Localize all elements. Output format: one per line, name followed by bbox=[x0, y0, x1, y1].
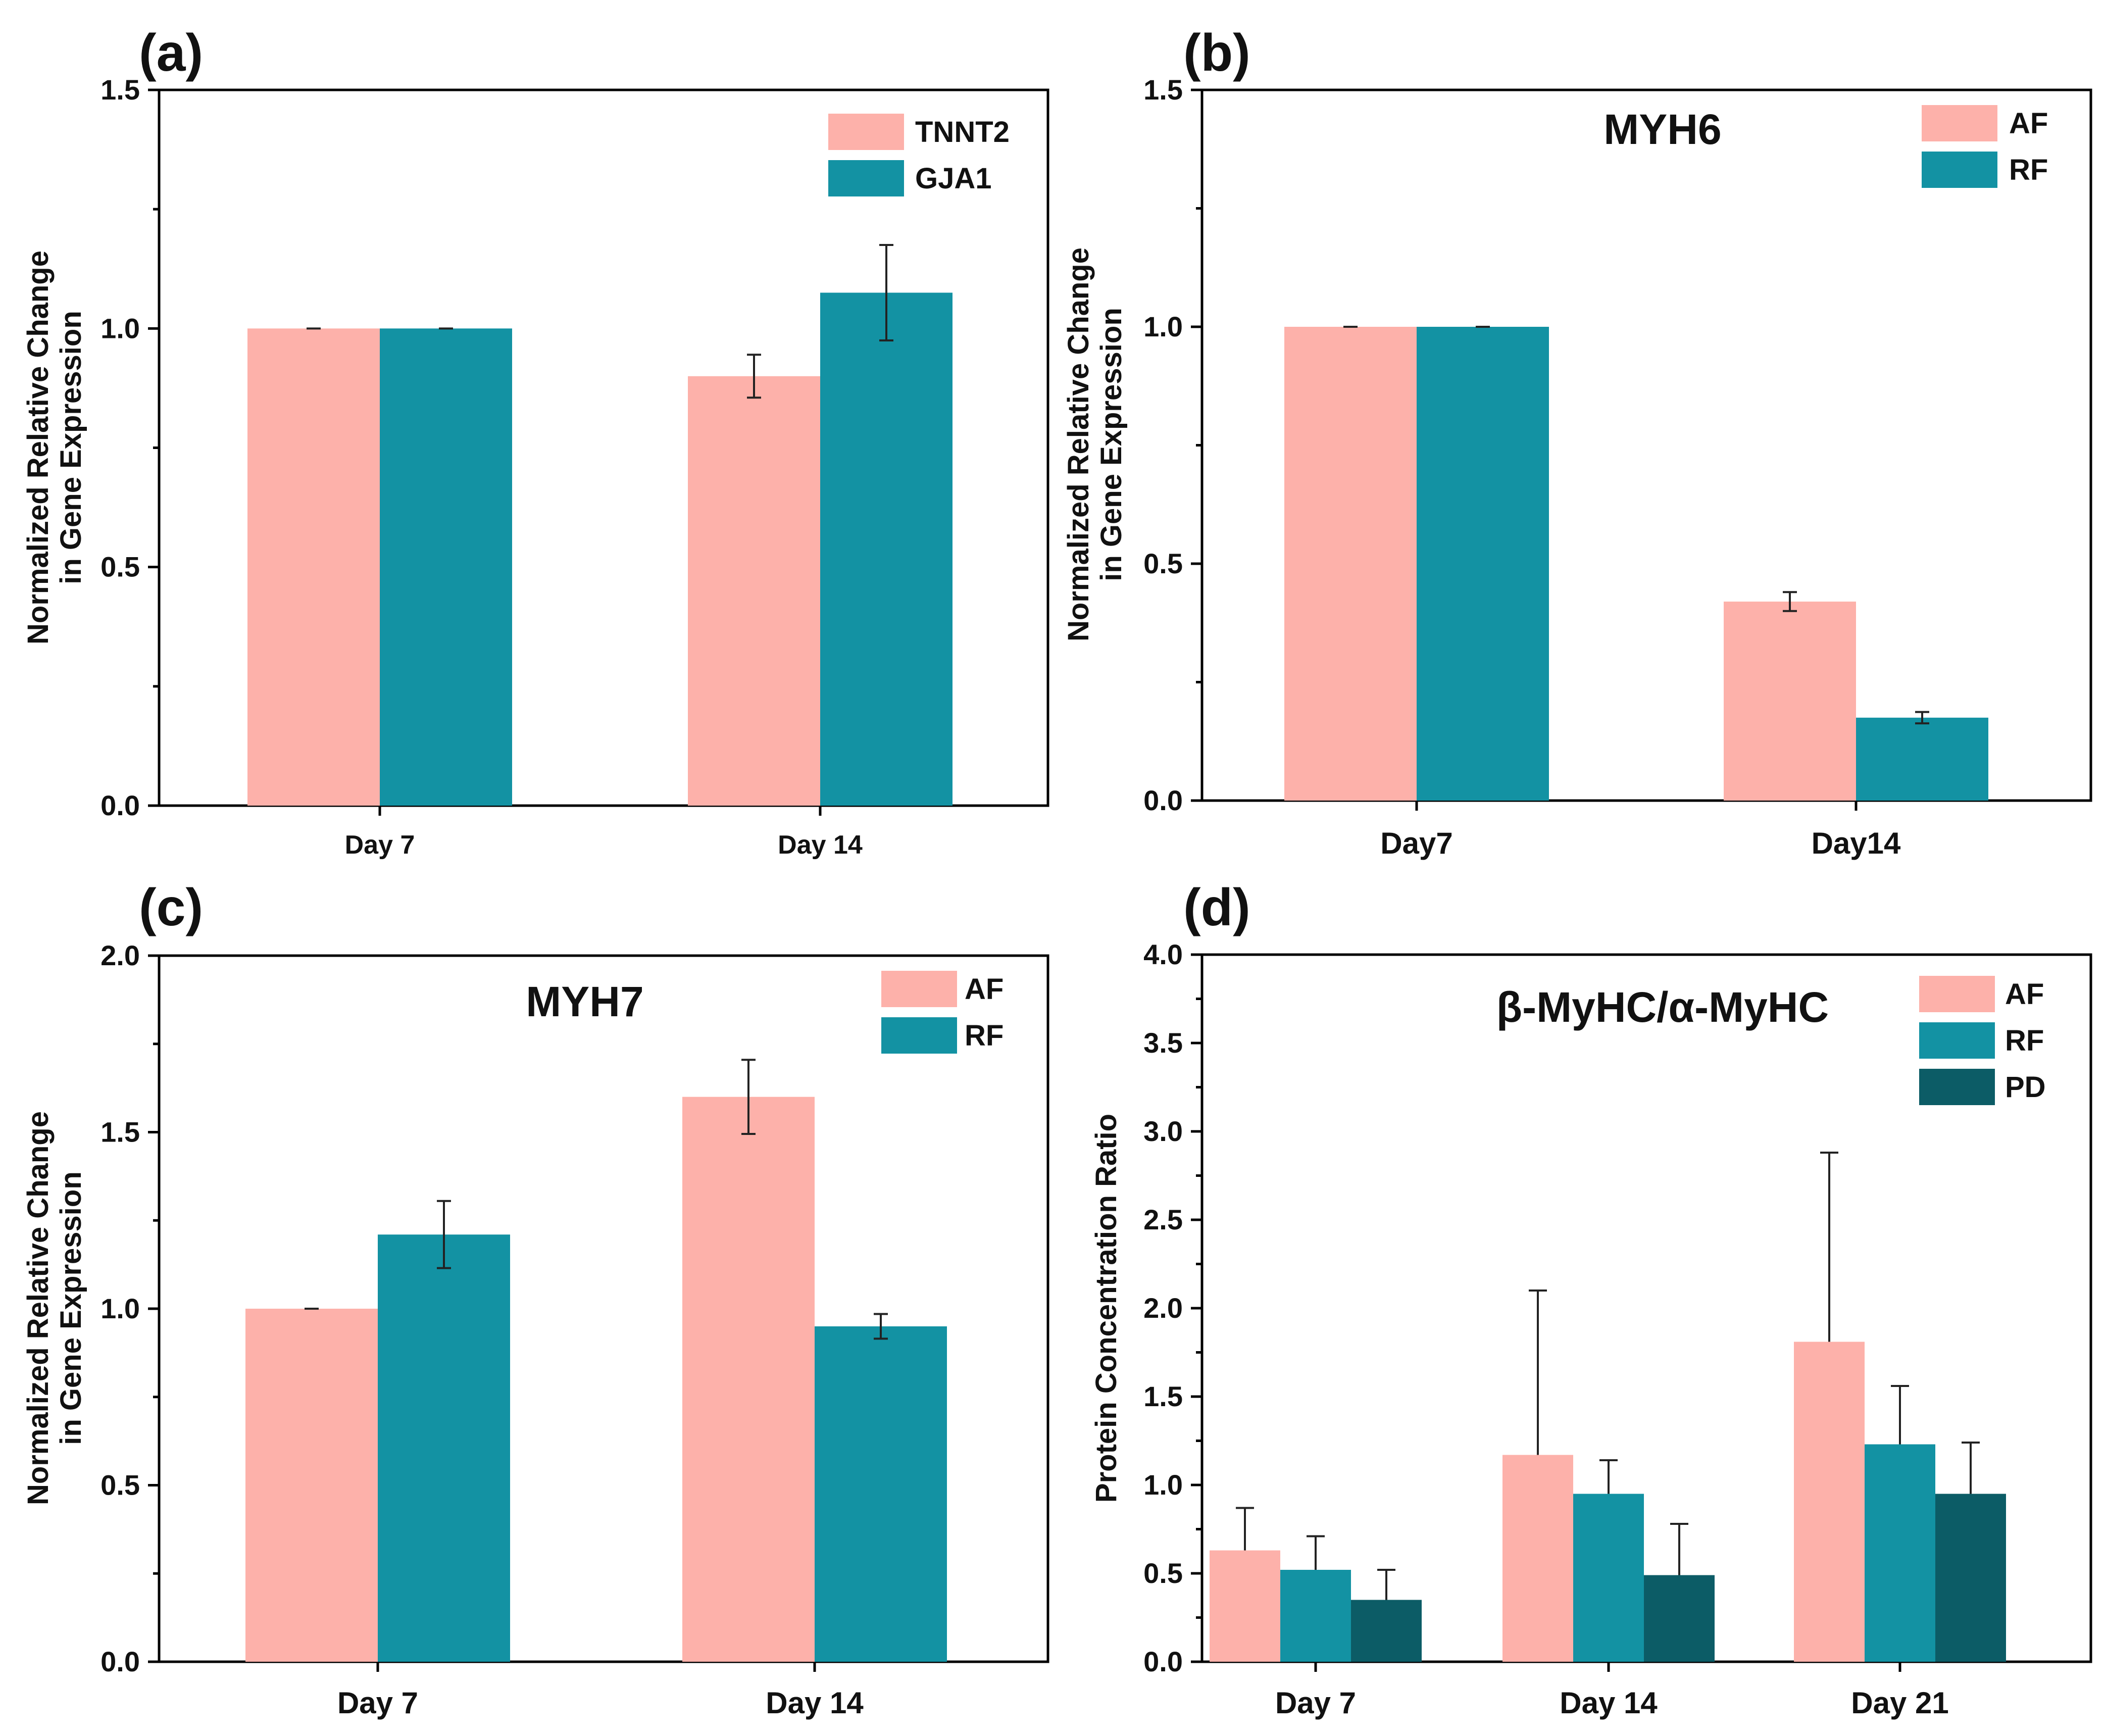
y-tick-label: 0.0 bbox=[101, 789, 140, 821]
y-tick-label: 1.5 bbox=[1143, 1380, 1183, 1412]
legend-label: PD bbox=[2005, 1071, 2046, 1104]
y-axis-label: in Gene Expression bbox=[55, 1171, 87, 1445]
y-tick-label: 2.0 bbox=[1143, 1292, 1183, 1324]
bar-RF bbox=[1417, 327, 1549, 801]
y-tick-label: 2.0 bbox=[101, 939, 140, 971]
legend-label: AF bbox=[2009, 107, 2048, 140]
bar-RF bbox=[1856, 717, 1988, 801]
panel-c: 0.0 0.5 1.0 1.5 2.0 Normalized Relative Chang… bbox=[22, 878, 1049, 1720]
y-tick-label: 0.5 bbox=[101, 551, 140, 583]
bar-GJA1 bbox=[380, 328, 512, 806]
panel-a: 0.0 0.5 1.0 1.5 Normalized Relative Change in… bbox=[22, 24, 1049, 860]
y-axis-label: in Gene Expression bbox=[1095, 308, 1128, 581]
y-tick-label: 4.0 bbox=[1143, 938, 1183, 970]
bar-AF bbox=[682, 1097, 815, 1662]
bar-AF bbox=[1724, 602, 1856, 801]
y-axis-label: Protein Concentration Ratio bbox=[1090, 1114, 1123, 1503]
y-axis-label: in Gene Expression bbox=[55, 311, 87, 584]
panel-letter: (d) bbox=[1183, 878, 1250, 937]
y-tick-label: 0.5 bbox=[1143, 1557, 1183, 1589]
y-axis-label: Normalized Relative Change bbox=[22, 251, 55, 644]
x-tick-label: Day 14 bbox=[1560, 1686, 1658, 1720]
legend-label: RF bbox=[2009, 154, 2048, 186]
x-tick-label: Day 7 bbox=[345, 830, 415, 860]
bar-RF bbox=[815, 1326, 947, 1662]
legend-label: RF bbox=[965, 1019, 1004, 1052]
bar-AF bbox=[245, 1309, 378, 1662]
bar-RF bbox=[378, 1234, 510, 1662]
y-tick-label: 2.5 bbox=[1143, 1204, 1183, 1235]
legend-swatch-AF bbox=[1919, 976, 1995, 1012]
legend-swatch-AF bbox=[1922, 105, 1997, 141]
x-tick-label: Day7 bbox=[1380, 826, 1452, 860]
y-tick-label: 1.5 bbox=[1143, 74, 1183, 106]
y-tick-label: 1.5 bbox=[101, 74, 140, 106]
y-tick-label: 1.0 bbox=[101, 1293, 140, 1324]
y-tick-label: 1.5 bbox=[101, 1116, 140, 1148]
bar-AF bbox=[1210, 1550, 1280, 1662]
bar-TNNT2 bbox=[247, 328, 380, 806]
legend-swatch-RF bbox=[1922, 152, 1997, 188]
legend-label: AF bbox=[965, 973, 1004, 1006]
panel-b: 0.0 0.5 1.0 1.5 Normalized Relative Change in… bbox=[1062, 24, 2092, 860]
y-axis-label: Normalized Relative Change bbox=[1062, 247, 1095, 641]
x-tick-label: Day14 bbox=[1812, 826, 1901, 860]
y-tick-label: 0.0 bbox=[1143, 784, 1183, 816]
bar-RF bbox=[1280, 1570, 1351, 1662]
bar-RF bbox=[1573, 1494, 1644, 1662]
bar-PD bbox=[1644, 1575, 1715, 1662]
panel-letter: (c) bbox=[139, 878, 203, 937]
x-tick-label: Day 7 bbox=[337, 1686, 418, 1720]
bar-TNNT2 bbox=[688, 376, 820, 806]
y-tick-label: 0.5 bbox=[101, 1469, 140, 1501]
y-axis-label: Normalized Relative Change bbox=[22, 1111, 55, 1505]
bar-AF bbox=[1502, 1455, 1573, 1662]
x-tick-label: Day 7 bbox=[1275, 1686, 1356, 1720]
x-tick-label: Day 14 bbox=[766, 1686, 864, 1720]
bar-PD bbox=[1935, 1494, 2006, 1662]
y-tick-label: 1.0 bbox=[1143, 311, 1183, 342]
y-tick-label: 0.0 bbox=[101, 1646, 140, 1677]
chart-title: MYH7 bbox=[526, 978, 643, 1025]
legend-swatch-PD bbox=[1919, 1069, 1995, 1105]
panel-d: 0.0 0.5 1.0 1.5 2.0 2.5 3.0 3.5 4.0 Protein Conce… bbox=[1090, 878, 2092, 1720]
bar-PD bbox=[1351, 1600, 1422, 1662]
y-tick-label: 0.5 bbox=[1143, 548, 1183, 579]
legend-label: RF bbox=[2005, 1024, 2044, 1057]
bar-RF bbox=[1865, 1444, 1935, 1662]
legend-label: AF bbox=[2005, 978, 2044, 1011]
chart-title: MYH6 bbox=[1603, 106, 1721, 153]
y-tick-label: 1.0 bbox=[1143, 1469, 1183, 1501]
x-tick-label: Day 21 bbox=[1851, 1686, 1948, 1720]
bar-AF bbox=[1794, 1342, 1865, 1662]
y-tick-label: 3.5 bbox=[1143, 1027, 1183, 1059]
legend-swatch-RF bbox=[1919, 1022, 1995, 1059]
y-tick-label: 3.0 bbox=[1143, 1115, 1183, 1147]
legend-swatch-RF bbox=[881, 1017, 957, 1054]
panel-letter: (a) bbox=[139, 24, 203, 82]
bar-AF bbox=[1284, 327, 1417, 801]
panel-letter: (b) bbox=[1183, 24, 1250, 82]
legend-label: GJA1 bbox=[915, 162, 992, 195]
x-tick-label: Day 14 bbox=[778, 830, 863, 860]
bar-GJA1 bbox=[820, 292, 953, 806]
legend-swatch-TNNT2 bbox=[828, 114, 904, 150]
legend-label: TNNT2 bbox=[915, 116, 1010, 148]
legend-swatch-AF bbox=[881, 971, 957, 1007]
legend-swatch-GJA1 bbox=[828, 160, 904, 196]
y-tick-label: 0.0 bbox=[1143, 1646, 1183, 1677]
chart-title: β-MyHC/α-MyHC bbox=[1496, 983, 1829, 1031]
y-tick-label: 1.0 bbox=[101, 312, 140, 344]
